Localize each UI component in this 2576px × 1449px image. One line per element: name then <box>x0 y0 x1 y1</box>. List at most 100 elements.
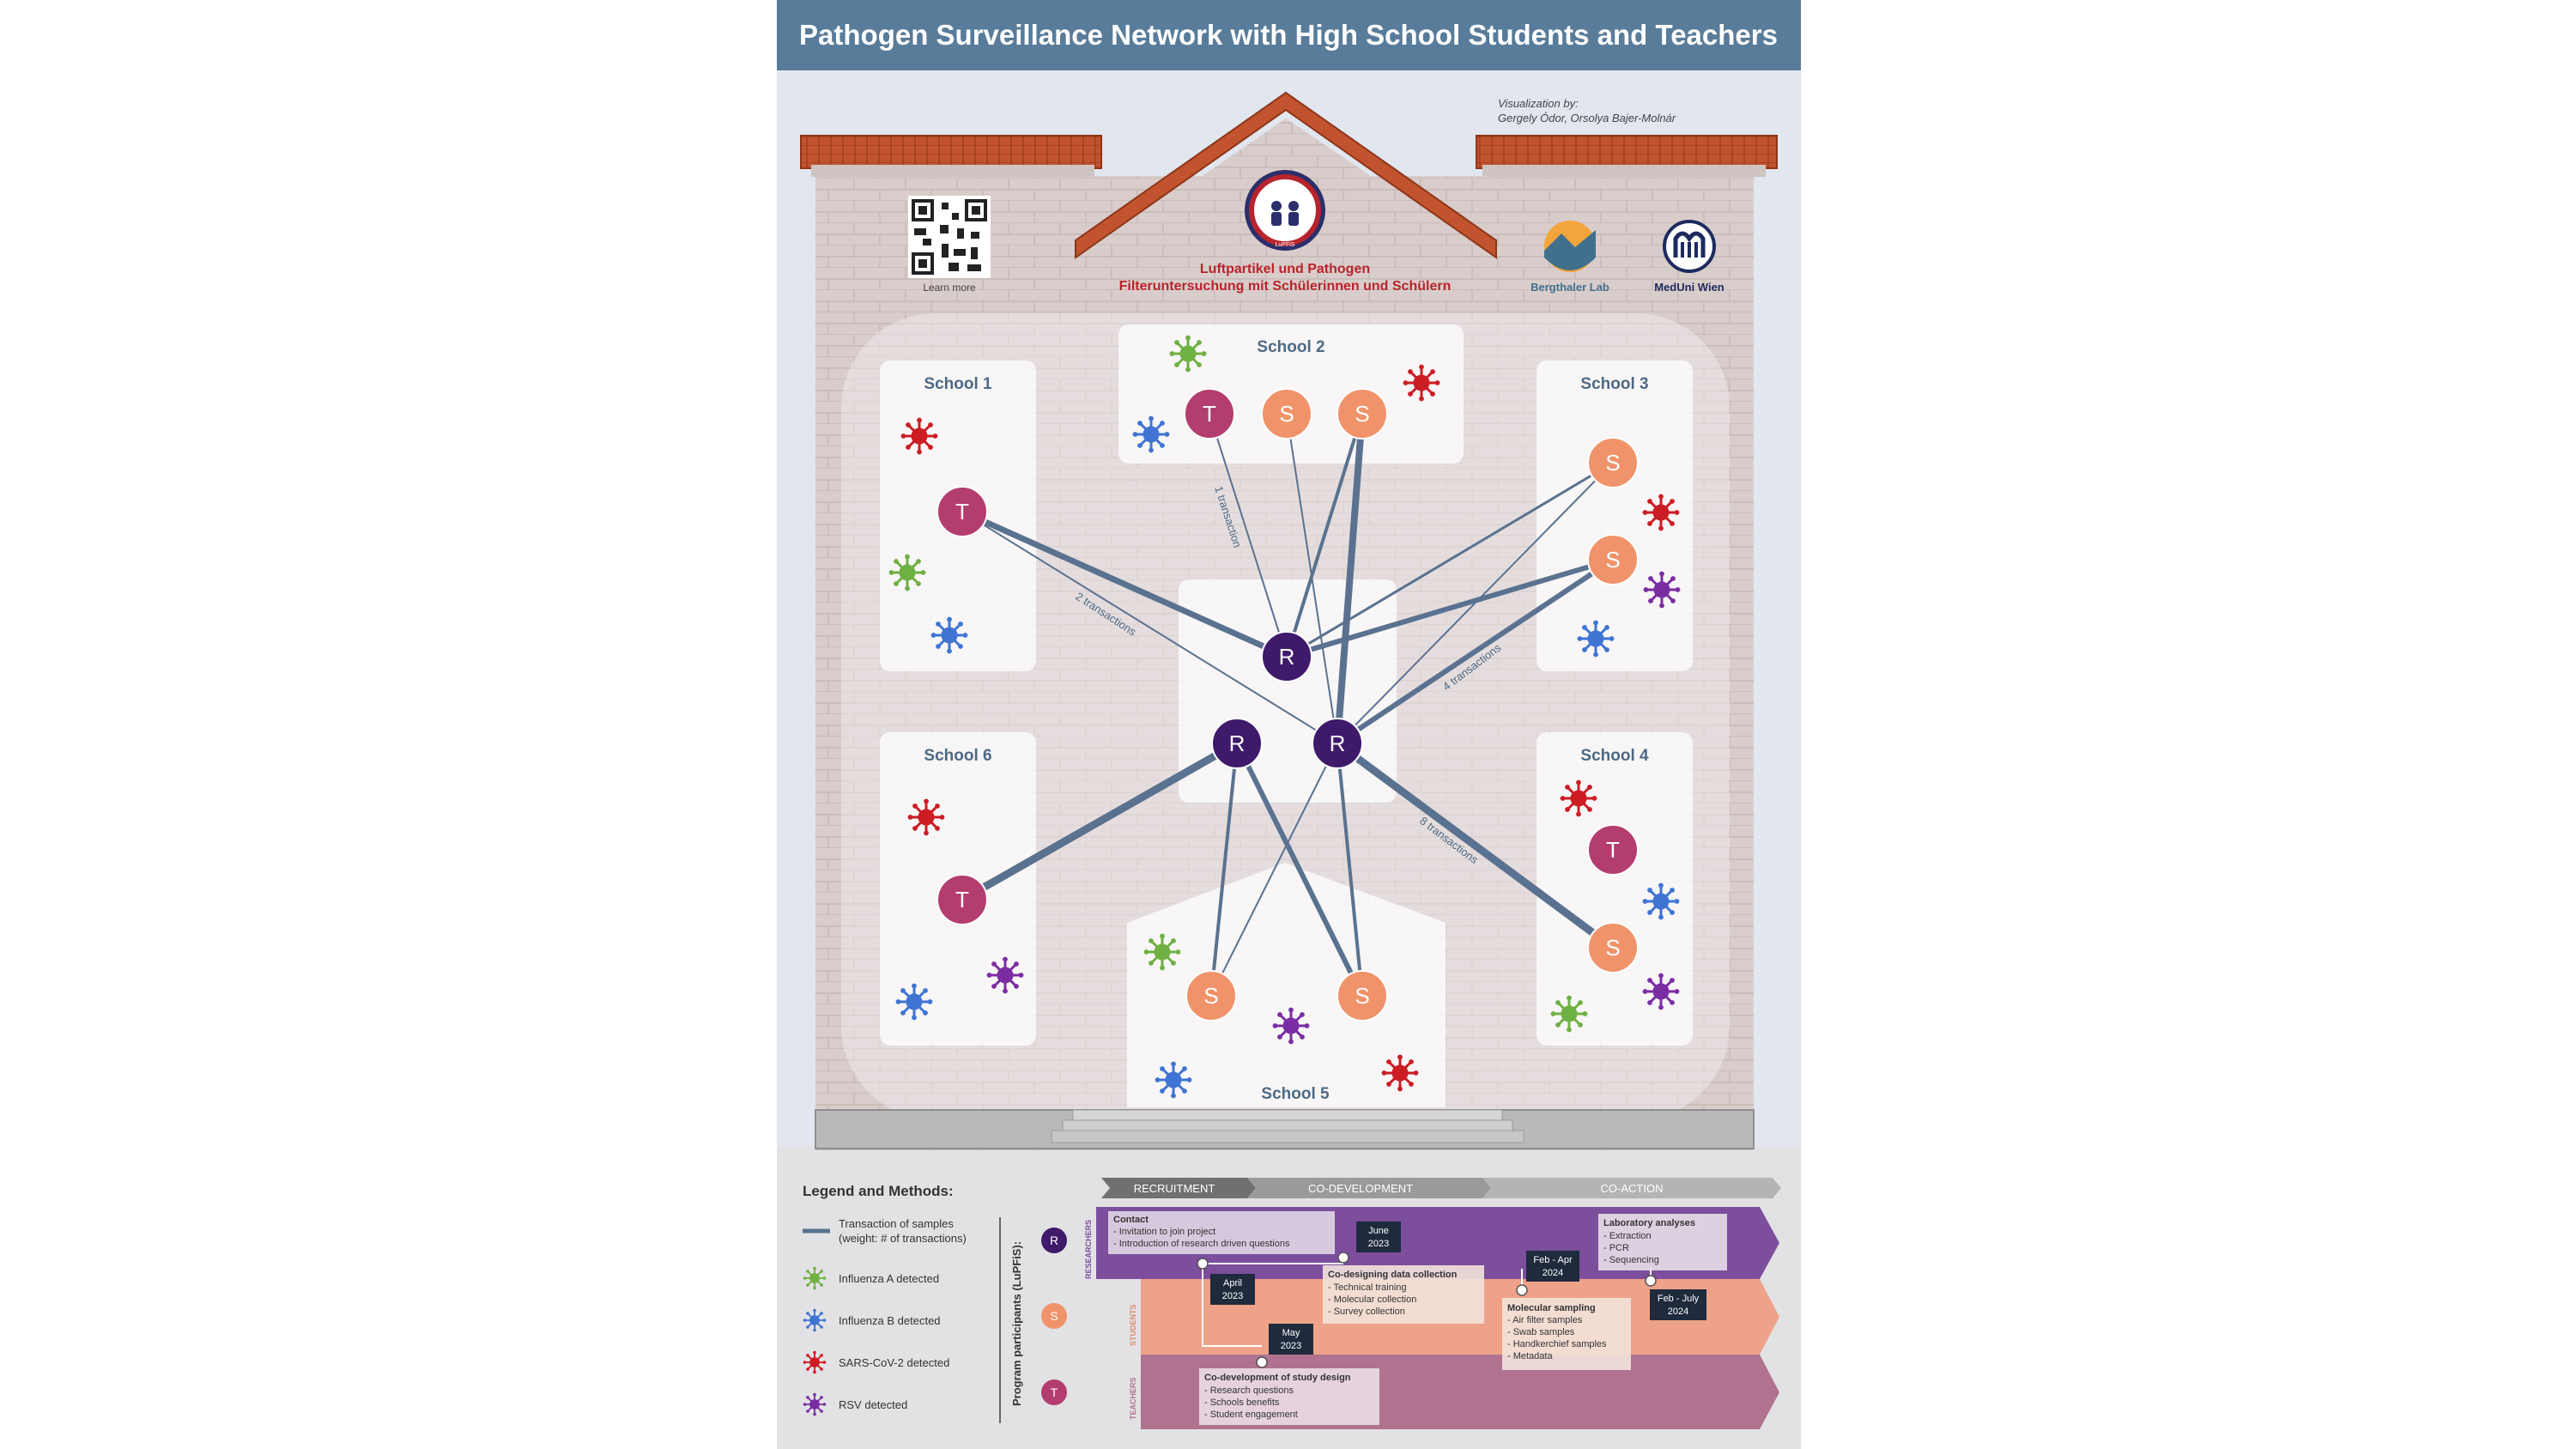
teacher-node-label: T <box>1606 837 1620 863</box>
legend: Legend and Methods: Transaction of sampl… <box>803 1183 1067 1423</box>
contact-box <box>1108 1211 1335 1254</box>
lane-label-researchers: RESEARCHERS <box>1084 1220 1093 1279</box>
teacher-node-label: T <box>955 887 969 912</box>
date-febapr-month: Feb - Apr <box>1533 1255 1573 1265</box>
contact-title: Contact <box>1113 1215 1149 1225</box>
molecular-title: Molecular sampling <box>1507 1303 1596 1313</box>
gable-roof <box>1075 91 1497 259</box>
credit-line1: Visualization by: <box>1498 97 1579 110</box>
student-node-label: S <box>1355 401 1369 427</box>
student-node <box>1587 534 1639 585</box>
edge <box>1336 742 1364 997</box>
date-tag-febjul <box>1650 1289 1706 1320</box>
codesign-box <box>1323 1265 1484 1324</box>
sars-cov-2-icon <box>900 416 939 456</box>
teacher-node <box>936 486 988 537</box>
researcher-node <box>1261 631 1312 682</box>
student-node-label: S <box>1203 983 1218 1009</box>
edge <box>1285 461 1615 658</box>
edge <box>1234 741 1365 998</box>
school-3-label: School 3 <box>1580 375 1648 393</box>
step-mid <box>1062 1119 1513 1131</box>
legend-transaction-line2: (weight: # of transactions) <box>839 1232 967 1245</box>
milestone <box>1516 1284 1528 1296</box>
date-april-year: 2023 <box>1222 1291 1243 1301</box>
step-bottom <box>1051 1130 1524 1143</box>
molecular-item: - Handkerchief samples <box>1507 1339 1607 1349</box>
lane-label-teachers: TEACHERS <box>1129 1377 1137 1420</box>
edge <box>1284 557 1615 659</box>
milestone <box>1645 1275 1657 1287</box>
teacher-legend-label: T <box>1051 1385 1058 1399</box>
legend-item-influenza-a: Influenza A detected <box>839 1272 939 1285</box>
school-4-panel <box>1537 732 1693 1046</box>
title-bar <box>777 0 1801 70</box>
codesign-item: - Technical training <box>1328 1282 1407 1293</box>
researcher-legend-node <box>1041 1228 1067 1253</box>
influenza-b-icon <box>894 982 934 1022</box>
researcher-panel <box>1179 579 1397 803</box>
codev-item: - Research questions <box>1204 1385 1294 1396</box>
legend-item-rsv: RSV detected <box>839 1398 907 1411</box>
qr-code[interactable] <box>908 196 991 278</box>
edge <box>961 511 1338 744</box>
edge <box>958 739 1241 904</box>
student-node <box>1261 388 1312 440</box>
codev-box <box>1199 1368 1379 1425</box>
student-node-label: S <box>1355 983 1369 1009</box>
school-4-label: School 4 <box>1580 747 1649 765</box>
influenza-a-icon <box>1143 932 1182 972</box>
molecular-item: - Air filter samples <box>1507 1315 1583 1325</box>
lupfis-badge-text: LuPFiS <box>1276 242 1295 248</box>
right-roof <box>1476 135 1778 169</box>
meduni-wien-logo <box>1663 220 1716 273</box>
date-tag-febapr <box>1526 1251 1579 1282</box>
project-name-line2: Filteruntersuchung mit Schülerinnen und … <box>1119 279 1452 294</box>
molecular-item: - Swab samples <box>1507 1327 1575 1337</box>
bergthaler-lab-logo <box>1544 221 1596 272</box>
phase-label-codevelopment: CO-DEVELOPMENT <box>1308 1182 1413 1195</box>
student-node <box>1587 437 1639 488</box>
milestone <box>1256 1356 1268 1368</box>
date-june-year: 2023 <box>1368 1239 1389 1249</box>
teacher-node <box>1587 824 1639 876</box>
lab-item: - Extraction <box>1603 1231 1652 1241</box>
teacher-node-label: T <box>955 499 969 524</box>
influenza-a-icon <box>888 553 927 592</box>
student-node-label: S <box>1605 935 1620 961</box>
left-roof <box>800 135 1102 169</box>
teacher-legend-node <box>1041 1379 1067 1405</box>
sars-cov-2-icon <box>1402 363 1441 403</box>
edge <box>1209 742 1239 997</box>
network-edges <box>958 410 1617 998</box>
date-may-year: 2023 <box>1281 1341 1301 1351</box>
qr-label[interactable]: Learn more <box>923 282 976 294</box>
left-cornice <box>811 165 1094 177</box>
connector <box>1202 1264 1262 1347</box>
poster-canvas: Pathogen Surveillance Network with High … <box>777 0 1801 1449</box>
poster: Pathogen Surveillance Network with High … <box>777 0 1801 1449</box>
date-april-month: April <box>1223 1278 1242 1288</box>
milestone <box>1197 1258 1209 1270</box>
student-legend-label: S <box>1050 1309 1058 1323</box>
influenza-b-legend-icon <box>803 1308 827 1332</box>
student-legend-node <box>1041 1303 1067 1329</box>
phase-codevelopment <box>1247 1178 1491 1198</box>
molecular-item: - Metadata <box>1507 1351 1553 1361</box>
phase-coaction <box>1482 1178 1781 1198</box>
student-node <box>1336 388 1388 440</box>
school-1-label: School 1 <box>924 375 992 393</box>
researcher-node-label: R <box>1279 644 1295 670</box>
researcher-legend-label: R <box>1050 1234 1058 1247</box>
edge <box>1210 743 1338 997</box>
edge <box>959 508 1290 660</box>
edge <box>1333 739 1617 952</box>
teacher-node <box>1184 388 1235 440</box>
influenza-b-icon <box>930 615 969 655</box>
influenza-b-icon <box>1576 619 1615 658</box>
edge <box>1209 413 1288 658</box>
teacher-node <box>936 874 988 925</box>
contact-item: - Invitation to join project <box>1113 1227 1215 1237</box>
edge <box>1334 410 1366 747</box>
edge <box>1335 557 1615 746</box>
